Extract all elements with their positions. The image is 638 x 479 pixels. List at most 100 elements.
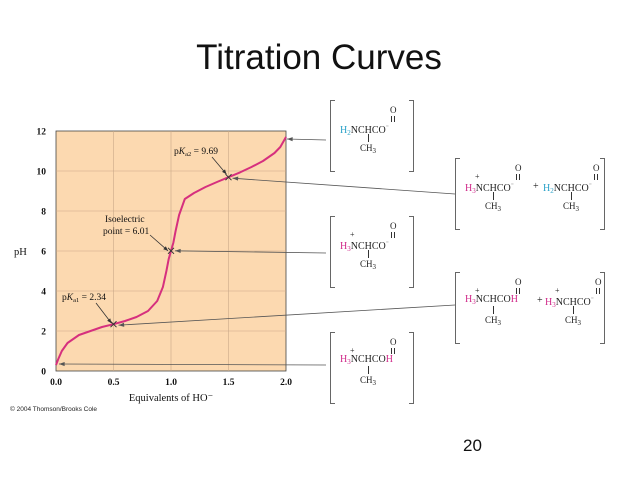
structure-pair-low-b-backbone: NCHCO (555, 297, 591, 308)
structure-pair-low-b-methyl-subscript: 3 (577, 319, 582, 327)
structure-bottom-oxygen: O (390, 337, 397, 347)
pka1-structure-arrow-head (118, 322, 125, 327)
structure-pair-low-b-charge: + (555, 286, 560, 295)
structure-top-bond (368, 134, 369, 142)
page-number: 20 (463, 436, 482, 455)
structure-pair-low-b-bond (573, 306, 574, 314)
structure-pair-high-a-methyl: CH3 (485, 201, 502, 214)
structure-top-box-left-bracket (330, 100, 335, 172)
pka2-leader-head (222, 169, 227, 175)
structure-mid-bond (368, 250, 369, 258)
structure-top-box-right-bracket (409, 100, 414, 172)
y-axis-label: pH (14, 247, 27, 258)
structure-pair-high-a-double-bond (516, 174, 520, 180)
structure-pair-low-box: + O H3NCHCOH CH3 + + O H3NCHCO⁻ CH3 (455, 272, 605, 344)
titration-curve (55, 136, 287, 366)
structure-pair-high-a-formula: H3NCHCO⁻ (465, 181, 514, 196)
structure-top-amine-subscript: 2 (347, 129, 351, 137)
x-axis-label: Equivalents of HO⁻ (129, 393, 214, 404)
isoelectric-label-line2: point = 6.01 (103, 227, 150, 237)
key-point-marker (225, 173, 232, 181)
structure-pair-high-box-left-bracket (455, 158, 460, 230)
y-tick-label: 0 (41, 368, 46, 378)
x-tick-label: 1.5 (223, 378, 235, 388)
structure-mid-methyl: CH3 (360, 259, 377, 272)
structure-pair-low-a: + O H3NCHCOH CH3 (465, 278, 575, 338)
structure-top-methyl-subscript: 3 (372, 147, 377, 155)
structure-bottom: + O H3NCHCOH CH3 (340, 338, 450, 398)
structure-bottom-box: + O H3NCHCOH CH3 (330, 332, 414, 404)
structure-pair-high-box: + O H3NCHCO⁻ CH3 + O H2NCHCO⁻ CH3 (455, 158, 605, 230)
structure-top-methyl: CH3 (360, 143, 377, 156)
structure-pair-low-a-charge: + (475, 286, 480, 295)
structure-pair-high-a-backbone: NCHCO (475, 183, 511, 194)
structure-bottom-formula: H3NCHCOH (340, 355, 393, 367)
structure-pair-low-a-formula: H3NCHCOH (465, 295, 518, 307)
structure-pair-low-b-oxygen: O (595, 277, 602, 287)
structure-pair-high-a-bond (493, 192, 494, 200)
structure-pair-high-a: + O H3NCHCO⁻ CH3 (465, 164, 575, 224)
y-tick-label: 8 (41, 208, 46, 218)
structure-bottom-box-right-bracket (409, 332, 414, 404)
structure-pair-high-b-backbone: NCHCO (553, 183, 589, 194)
structure-pair-low-b-formula: H3NCHCO⁻ (545, 295, 594, 310)
key-point-marker (167, 247, 175, 255)
structure-bottom-amine-subscript: 3 (347, 358, 351, 366)
structure-pair-high-b-amine-group: H2 (543, 183, 554, 196)
structure-pair-high-b-bond (571, 192, 572, 200)
structure-pair-low-a-methyl-subscript: 3 (497, 319, 502, 327)
structure-pair-low-a-backbone: NCHCO (475, 294, 511, 305)
structure-top-box: O H2NCHCO⁻ CH3 (330, 100, 414, 172)
structure-mid-amine-subscript: 3 (347, 245, 351, 253)
structure-mid-box: + O H3NCHCO⁻ CH3 (330, 216, 414, 288)
pka2-structure-arrow-head (232, 176, 239, 181)
structure-bottom-backbone: NCHCO (350, 354, 386, 365)
pair-high-plus: + (533, 181, 539, 192)
structure-pair-high-a-charge: + (475, 172, 480, 181)
copyright-notice: © 2004 Thomson/Brooks Cole (10, 406, 98, 413)
bottom-structure-arrow-head (59, 361, 65, 367)
pka1-leader-head (107, 318, 112, 324)
pka1-label: pKa1 = 2.34 (62, 293, 106, 304)
structure-pair-low-a-oxygen: O (515, 277, 522, 287)
structure-pair-high-b-methyl-subscript: 3 (575, 205, 580, 213)
structure-pair-high-a-charge-minus: ⁻ (510, 183, 514, 189)
structure-pair-low-b-charge-minus: ⁻ (590, 297, 594, 303)
isoelectric-structure-arrow (174, 250, 327, 254)
structure-bottom-charge: + (350, 346, 355, 355)
structure-bottom-methyl: CH3 (360, 375, 377, 388)
structure-mid-charge: + (350, 230, 355, 239)
structure-mid-oxygen: O (390, 221, 397, 231)
structure-mid-backbone: NCHCO (350, 241, 386, 252)
slide-title: Titration Curves (196, 38, 442, 77)
structure-pair-low-a-methyl: CH3 (485, 315, 502, 328)
structure-bottom-acid-h: H (385, 354, 393, 365)
top-structure-arrow (286, 138, 327, 141)
structure-mid-methyl-subscript: 3 (372, 263, 377, 271)
pka1-structure-arrow (118, 304, 456, 326)
y-tick-label: 12 (37, 128, 47, 138)
structure-pair-high-b-amine-subscript: 2 (550, 187, 554, 195)
structure-pair-low-b: + O H3NCHCO⁻ CH3 (545, 278, 638, 338)
y-tick-label: 4 (41, 288, 46, 298)
structure-top-double-bond (391, 116, 395, 122)
structure-mid-amine-group: H3 (340, 241, 351, 254)
structure-pair-high-box-right-bracket (600, 158, 605, 230)
structure-bottom-amine-group: H3 (340, 354, 351, 367)
structure-pair-high-b: O H2NCHCO⁻ CH3 (543, 164, 638, 224)
pair-low-plus: + (537, 295, 543, 306)
structure-top-formula: H2NCHCO⁻ (340, 123, 389, 138)
structure-pair-high-a-amine-subscript: 3 (472, 187, 476, 195)
key-point-marker (110, 320, 117, 328)
structure-pair-low-a-acid-h: H (510, 294, 518, 305)
structure-pair-low-b-methyl: CH3 (565, 315, 582, 328)
structure-mid-double-bond (391, 232, 395, 238)
structure-bottom-methyl-subscript: 3 (372, 379, 377, 387)
structure-pair-low-b-double-bond (596, 288, 600, 294)
pka2-structure-arrow (232, 177, 456, 195)
structure-top-backbone: NCHCO (350, 125, 386, 136)
structure-pair-high-a-oxygen: O (515, 163, 522, 173)
structure-pair-high-b-oxygen: O (593, 163, 600, 173)
structure-pair-high-b-formula: H2NCHCO⁻ (543, 181, 592, 196)
isoelectric-leader-head (163, 246, 168, 251)
